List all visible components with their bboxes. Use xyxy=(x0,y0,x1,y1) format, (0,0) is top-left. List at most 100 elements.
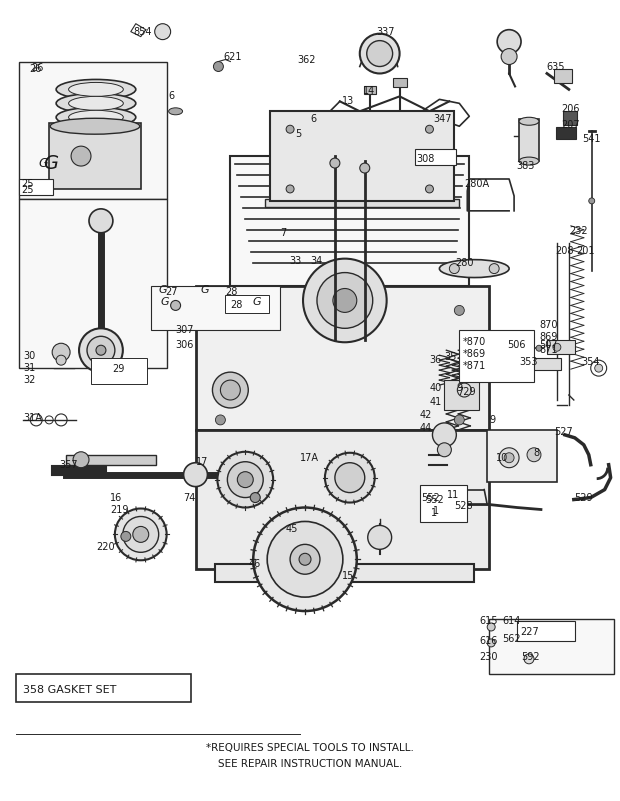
Bar xyxy=(19,62,167,199)
Bar xyxy=(554,70,572,83)
Circle shape xyxy=(499,448,519,468)
Circle shape xyxy=(123,517,159,553)
Text: G: G xyxy=(38,156,48,170)
Ellipse shape xyxy=(50,119,140,135)
Text: 206: 206 xyxy=(561,104,579,115)
Text: G: G xyxy=(200,285,209,296)
Text: 201: 201 xyxy=(576,246,595,256)
Circle shape xyxy=(501,49,517,65)
Circle shape xyxy=(589,198,595,204)
Text: 871: 871 xyxy=(539,345,557,355)
Text: 27: 27 xyxy=(166,288,178,297)
Circle shape xyxy=(253,508,356,611)
Text: 40: 40 xyxy=(430,383,441,393)
Text: 529: 529 xyxy=(574,493,593,502)
Text: G: G xyxy=(159,285,167,296)
Text: 362: 362 xyxy=(297,54,316,65)
Text: 35: 35 xyxy=(445,352,457,362)
Bar xyxy=(420,485,467,522)
Bar xyxy=(19,179,53,195)
Circle shape xyxy=(299,553,311,566)
Circle shape xyxy=(215,305,226,316)
Text: 854: 854 xyxy=(134,26,153,37)
Text: 354: 354 xyxy=(582,357,600,367)
Circle shape xyxy=(454,415,464,425)
Text: 308: 308 xyxy=(417,154,435,164)
Circle shape xyxy=(218,452,273,508)
Circle shape xyxy=(438,443,451,457)
Text: 6: 6 xyxy=(169,91,175,102)
Ellipse shape xyxy=(440,260,509,278)
Bar xyxy=(226,296,269,313)
Text: 635: 635 xyxy=(546,62,564,71)
Text: 208: 208 xyxy=(555,246,574,256)
Bar xyxy=(265,199,459,207)
Text: 1: 1 xyxy=(432,509,438,518)
Text: *869: *869 xyxy=(463,349,485,359)
Circle shape xyxy=(335,463,365,493)
Circle shape xyxy=(89,209,113,233)
Text: 552: 552 xyxy=(422,493,440,502)
Circle shape xyxy=(317,272,373,328)
Circle shape xyxy=(250,493,260,502)
Text: 25: 25 xyxy=(21,179,34,189)
Text: 15: 15 xyxy=(342,571,354,582)
Circle shape xyxy=(497,30,521,54)
Circle shape xyxy=(432,423,456,447)
Text: 562: 562 xyxy=(502,634,521,644)
Bar xyxy=(270,111,454,201)
Circle shape xyxy=(454,305,464,316)
Text: 26: 26 xyxy=(31,63,43,74)
Bar xyxy=(547,340,575,354)
Text: 32: 32 xyxy=(24,375,36,385)
Bar xyxy=(487,430,557,481)
Bar xyxy=(195,285,489,430)
Text: 7: 7 xyxy=(280,227,286,238)
Circle shape xyxy=(237,472,253,488)
Text: 358 GASKET SET: 358 GASKET SET xyxy=(24,685,117,694)
Circle shape xyxy=(213,372,248,408)
Circle shape xyxy=(527,448,541,461)
Bar xyxy=(445,380,479,410)
Ellipse shape xyxy=(69,83,123,96)
Bar xyxy=(519,119,539,161)
Text: 28: 28 xyxy=(231,300,243,311)
Text: 870: 870 xyxy=(539,320,557,330)
Circle shape xyxy=(450,264,459,274)
Ellipse shape xyxy=(56,107,136,127)
Text: 11: 11 xyxy=(448,489,459,500)
Text: 869: 869 xyxy=(539,332,557,342)
Bar xyxy=(517,621,575,641)
Circle shape xyxy=(133,526,149,542)
Text: G: G xyxy=(161,297,169,308)
Circle shape xyxy=(487,623,495,631)
Ellipse shape xyxy=(519,157,539,165)
Text: eReplacementParts.com: eReplacementParts.com xyxy=(234,413,386,426)
Bar xyxy=(151,285,280,330)
Text: 36: 36 xyxy=(430,355,441,365)
Circle shape xyxy=(121,531,131,541)
Circle shape xyxy=(267,521,343,597)
Text: 6: 6 xyxy=(310,115,316,124)
Circle shape xyxy=(595,364,603,372)
Text: 347: 347 xyxy=(433,115,452,124)
Text: 17: 17 xyxy=(195,457,208,467)
Circle shape xyxy=(458,383,471,397)
Text: *871: *871 xyxy=(463,361,485,371)
Text: 9: 9 xyxy=(489,415,495,425)
Text: 207: 207 xyxy=(561,120,580,131)
Text: 280A: 280A xyxy=(464,179,489,189)
Text: 219: 219 xyxy=(110,505,128,514)
Text: 507: 507 xyxy=(539,340,557,350)
Ellipse shape xyxy=(519,117,539,125)
Text: 30: 30 xyxy=(24,351,35,361)
Text: 280: 280 xyxy=(455,258,474,268)
Text: 541: 541 xyxy=(582,135,600,144)
Bar xyxy=(91,358,147,384)
Circle shape xyxy=(236,300,246,311)
Text: 31A: 31A xyxy=(24,413,42,423)
Bar xyxy=(556,127,576,139)
Text: 29: 29 xyxy=(113,364,125,374)
Circle shape xyxy=(360,163,370,173)
Text: 337: 337 xyxy=(377,26,395,37)
